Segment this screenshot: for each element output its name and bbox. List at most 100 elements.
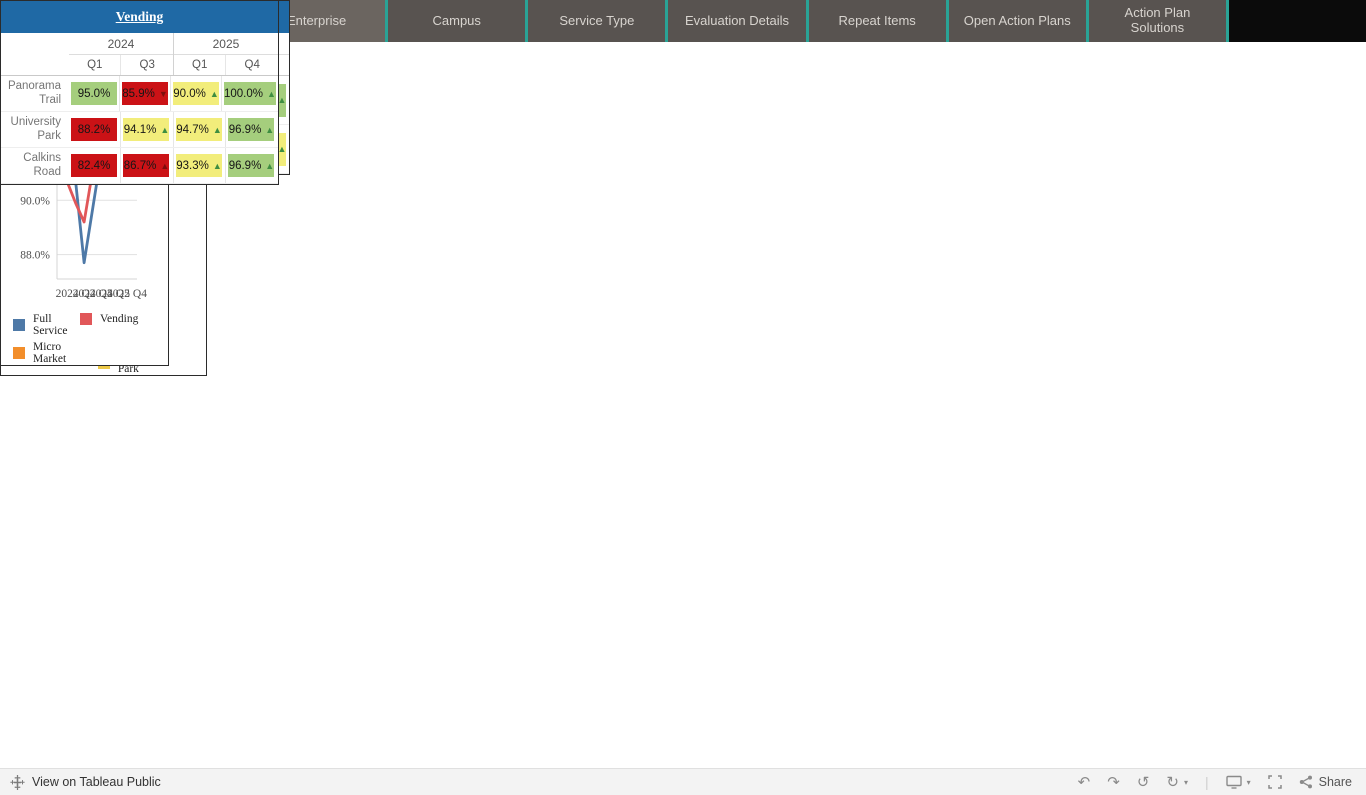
legend-label: Micro Market — [33, 341, 67, 365]
legend-swatch-icon — [13, 319, 25, 331]
x-tick-label: 2024 Q4 — [73, 288, 113, 300]
up-triangle-icon: ▲ — [160, 124, 170, 135]
score-bar[interactable]: 86.7% ▲ — [123, 154, 170, 177]
tab-service-type[interactable]: Service Type — [525, 0, 666, 42]
share-button[interactable]: Share — [1299, 775, 1352, 789]
score-value: 94.1% — [123, 123, 157, 136]
score-cell: 96.9%▲ — [225, 112, 277, 147]
up-triangle-icon: ▲ — [267, 88, 276, 99]
undo-icon[interactable]: ↶ — [1077, 773, 1091, 791]
vending-table: 2024 Q1 Q3 2025 Q1 Q4 Panorama Trail 95.0% — [1, 33, 278, 184]
row-label: University Park — [10, 115, 61, 142]
tableau-logo-icon — [10, 774, 25, 790]
y-tick-label: 90.0% — [20, 195, 50, 207]
score-cell: 93.3% ▲ — [172, 148, 225, 183]
legend-swatch-icon — [13, 347, 25, 359]
up-triangle-icon: ▲ — [160, 160, 170, 171]
score-value: 90.0% — [173, 87, 206, 100]
device-layout-icon[interactable] — [1225, 775, 1242, 789]
score-bar[interactable]: 96.9%▲ — [228, 118, 275, 141]
score-value: 94.7% — [176, 123, 209, 136]
up-triangle-icon: ▲ — [209, 88, 219, 99]
score-bar[interactable]: 95.0% — [71, 82, 117, 105]
up-triangle-icon: ▲ — [212, 160, 222, 171]
legend-swatch-icon — [79, 313, 92, 325]
down-triangle-icon: ▼ — [158, 88, 168, 99]
tab-campus[interactable]: Campus — [385, 0, 526, 42]
vending-table-panel: Vending 2024 Q1 Q3 2025 Q1 Q4 Panorama Tra… — [0, 0, 279, 185]
tab-repeat-items[interactable]: Repeat Items — [805, 0, 946, 42]
score-bar[interactable]: 93.3% ▲ — [175, 154, 222, 177]
year-group: 2024 Q1 Q3 — [69, 33, 173, 75]
score-cell: 82.4% — [69, 148, 120, 183]
quarter-label: Q3 — [120, 55, 172, 75]
revert-icon[interactable]: ↺ — [1136, 773, 1150, 791]
nav-end-spacer — [1226, 0, 1366, 42]
redo-icon[interactable]: ↷ — [1107, 773, 1120, 791]
refresh-icon[interactable]: ↻ — [1166, 773, 1179, 791]
score-cell: 85.9% ▼ — [119, 76, 170, 111]
up-triangle-icon: ▲ — [265, 160, 275, 171]
quarter-label: Q4 — [225, 55, 277, 75]
table-header: 2024 Q1 Q3 2025 Q1 Q4 — [1, 33, 278, 76]
footer-bar: View on Tableau Public ↶ ↷ ↺ ↻ ▾ | ▾ Sha… — [0, 768, 1366, 795]
year-group: 2025 Q1 Q4 — [172, 33, 278, 75]
score-value: 96.9% — [228, 159, 262, 172]
refresh-caret-icon[interactable]: ▾ — [1183, 777, 1188, 787]
score-value: 86.7% — [123, 159, 157, 172]
score-bar[interactable]: 82.4% — [71, 154, 117, 177]
share-icon — [1299, 775, 1312, 789]
enterprise-trends-legend: Full Service Micro Market Vending — [1, 307, 168, 365]
tab-action-plan-solutions[interactable]: Action Plan Solutions — [1085, 0, 1226, 42]
footer-left-label: View on Tableau Public — [32, 775, 161, 789]
score-bar[interactable]: 85.9% ▼ — [122, 82, 168, 105]
up-triangle-icon: ▲ — [277, 95, 287, 105]
score-value: 82.4% — [77, 159, 111, 172]
tab-evaluation-details[interactable]: Evaluation Details — [665, 0, 806, 42]
score-value: 95.0% — [77, 87, 111, 100]
quarter-label: Q1 — [87, 59, 103, 71]
legend-item-full-service[interactable]: Full Service — [13, 313, 80, 337]
tab-open-action-plans[interactable]: Open Action Plans — [945, 0, 1086, 42]
row-label: Panorama Trail — [7, 79, 61, 106]
score-value: 93.3% — [176, 159, 209, 172]
x-tick-label: 2025 Q4 — [107, 288, 147, 300]
view-on-tableau-public-link[interactable]: View on Tableau Public — [0, 774, 161, 790]
legend-label: Vending — [99, 313, 139, 325]
nav-tabs: Enterprise Campus Service Type Evaluation D… — [245, 0, 1226, 42]
quarter-label: Q1 — [192, 59, 208, 71]
legend-item-micro-market[interactable]: Micro Market — [13, 341, 80, 365]
y-tick-label: 88.0% — [20, 250, 50, 262]
score-cell: 100.0% ▲ — [221, 76, 278, 111]
score-cell: 86.7% ▲ — [120, 148, 172, 183]
score-value: 96.9% — [228, 123, 262, 136]
share-label: Share — [1318, 775, 1352, 789]
score-bar[interactable]: 88.2% — [71, 118, 117, 141]
score-bar[interactable]: 94.7% ▲ — [175, 118, 222, 141]
score-cell: 90.0% ▲ — [170, 76, 221, 111]
score-value: 85.9% — [122, 87, 155, 100]
legend-label: Full Service — [33, 313, 68, 337]
score-bar[interactable]: 100.0% ▲ — [224, 82, 276, 105]
score-cell: 96.9%▲ — [225, 148, 277, 183]
score-bar[interactable]: 94.1% ▲ — [123, 118, 170, 141]
up-triangle-icon: ▲ — [265, 124, 275, 135]
up-triangle-icon: ▲ — [212, 124, 222, 135]
fullscreen-icon[interactable] — [1267, 775, 1282, 789]
vending-table-title: Vending — [1, 1, 278, 33]
year-label: 2025 — [173, 33, 278, 55]
score-cell: 94.7% ▲ — [172, 112, 225, 147]
legend-item-vending[interactable]: Vending — [79, 313, 147, 325]
score-cell: 95.0% — [69, 76, 119, 111]
score-value: 100.0% — [224, 87, 264, 100]
x-tick-label: 2025 Q2 — [90, 288, 130, 300]
table-row: Calkins Road 82.4% 86.7% ▲ 93.3% ▲ — [1, 148, 278, 184]
device-layout-caret-icon[interactable]: ▾ — [1246, 777, 1251, 787]
up-triangle-icon: ▲ — [277, 144, 287, 154]
year-label: 2024 — [69, 33, 173, 55]
table-row: Panorama Trail 95.0% 85.9% ▼ 90.0% ▲ — [1, 76, 278, 112]
score-value: 88.2% — [77, 123, 111, 136]
score-bar[interactable]: 96.9%▲ — [228, 154, 275, 177]
table-row: University Park 88.2% 94.1% ▲ 94.7% ▲ — [1, 112, 278, 148]
score-bar[interactable]: 90.0% ▲ — [173, 82, 219, 105]
